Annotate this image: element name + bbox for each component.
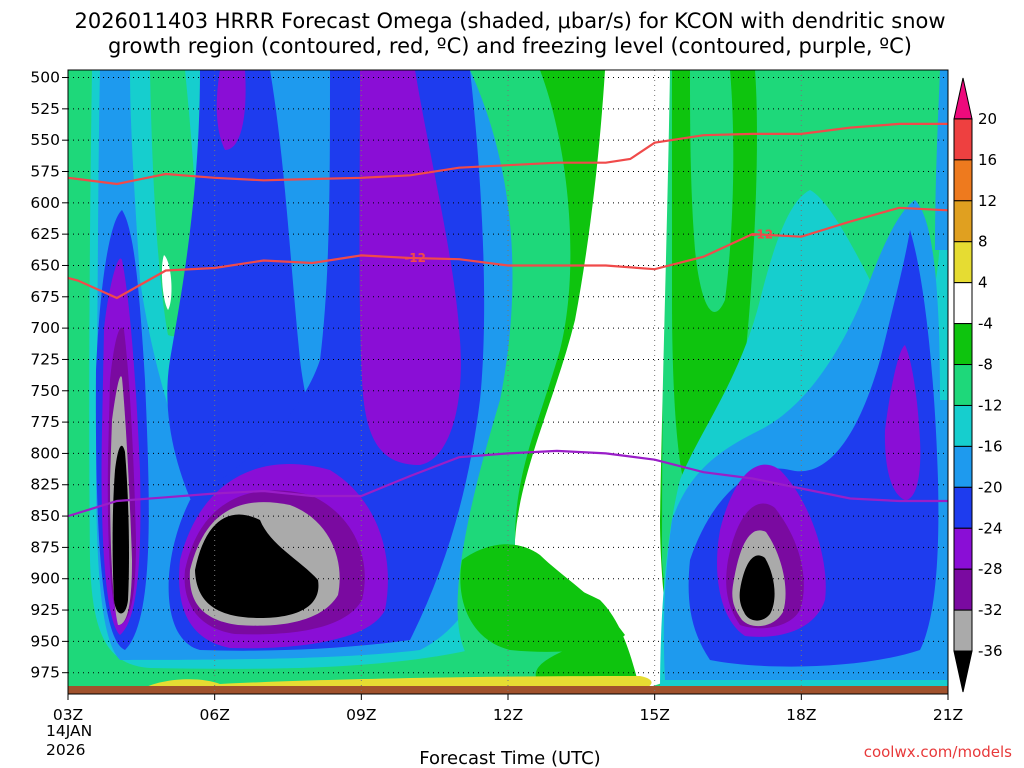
- x-tick-label: 15Z: [639, 706, 669, 724]
- colorbar-segment: [953, 445, 973, 488]
- colorbar-segment: [953, 404, 973, 447]
- omega-band-36-right: [739, 555, 775, 621]
- colorbar-segment: [953, 486, 973, 529]
- x-tick-label: 06Z: [199, 706, 229, 724]
- colorbar-segment: [953, 200, 973, 243]
- colorbar-segment: [953, 159, 973, 202]
- colorbar-segment: [953, 568, 973, 611]
- x-tick-label: 18Z: [786, 706, 816, 724]
- y-tick-label: 575: [30, 162, 60, 180]
- dgz-contour-label: -12: [404, 251, 426, 265]
- colorbar-label: 20: [978, 110, 997, 128]
- y-tick-label: 975: [30, 664, 60, 682]
- dgz-contours: -12 -12: [68, 122, 948, 300]
- y-tick-label: 850: [30, 507, 60, 525]
- colorbar-label: -32: [978, 601, 1003, 619]
- colorbar: 20 16 12 8 4 -4 -8 -12 -16 -20 -24 -28 -32 -36: [953, 77, 1003, 693]
- colorbar-segment: [953, 364, 973, 406]
- y-tick-label: 500: [30, 69, 60, 87]
- colorbar-segment: [953, 650, 973, 693]
- colorbar-label: -8: [978, 356, 993, 374]
- colorbar-segment: [953, 241, 973, 284]
- colorbar-label: -36: [978, 642, 1003, 660]
- x-tick-label: 09Z: [346, 706, 376, 724]
- colorbar-label: 4: [978, 274, 988, 292]
- colorbar-label: -20: [978, 478, 1003, 496]
- x-tick-label: 21Z: [933, 706, 963, 724]
- omega-band-36b: [195, 514, 319, 618]
- colorbar-label: -12: [978, 396, 1003, 414]
- colorbar-label: 12: [978, 192, 997, 210]
- colorbar-label: -4: [978, 315, 993, 333]
- colorbar-label: -28: [978, 560, 1003, 578]
- omega-hole-upper: [161, 255, 172, 310]
- freezing-level-line: [68, 449, 948, 518]
- omega-band-24a: [359, 70, 461, 465]
- omega-band-24b: [216, 70, 246, 150]
- dgz-contour-label: -12: [751, 228, 773, 242]
- colorbar-label: -24: [978, 519, 1003, 537]
- colorbar-segment: [953, 77, 973, 120]
- colorbar-label: -16: [978, 437, 1003, 455]
- y-tick-label: 825: [30, 476, 60, 494]
- freezing-level-contour: [68, 449, 948, 518]
- chart-title-line2: growth region (contoured, red, ºC) and f…: [108, 34, 912, 58]
- dgz-contour-line: [68, 122, 948, 186]
- y-tick-label: 725: [30, 350, 60, 368]
- x-tick-label: 03Z: [53, 706, 83, 724]
- y-tick-label: 775: [30, 413, 60, 431]
- omega-band-12-right: [690, 70, 734, 312]
- colorbar-segment: [953, 527, 973, 570]
- y-tick-label: 925: [30, 601, 60, 619]
- colorbar-segment: [953, 282, 973, 325]
- colorbar-label: 8: [978, 233, 988, 251]
- colorbar-segment: [953, 323, 973, 366]
- omega-band-8-lower: [460, 544, 625, 652]
- y-tick-label: 700: [30, 319, 60, 337]
- y-axis-ticks: 500 525 550 575 600 625 650 675 700 725 750 775 800 8…: [30, 69, 68, 682]
- omega-band-24-right-top: [935, 70, 948, 250]
- chart-title-line1: 2026011403 HRRR Forecast Omega (shaded, …: [74, 9, 945, 33]
- colorbar-label: 16: [978, 151, 997, 169]
- omega-dry-slot: [515, 70, 672, 690]
- y-tick-label: 650: [30, 256, 60, 274]
- omega-field: [68, 70, 948, 694]
- x-tick-label: 12Z: [493, 706, 523, 724]
- x-axis-ticks: 03Z 06Z 09Z 12Z 15Z 18Z 21Z: [53, 694, 963, 724]
- omega-band-28-right: [884, 345, 921, 500]
- y-tick-label: 800: [30, 444, 60, 462]
- x-axis-label: Forecast Time (UTC): [419, 748, 600, 768]
- dgz-contour-line: [68, 206, 948, 300]
- y-tick-label: 550: [30, 131, 60, 149]
- y-tick-label: 750: [30, 382, 60, 400]
- colorbar-segment: [953, 118, 973, 161]
- date-line2: 2026: [46, 741, 85, 759]
- y-tick-label: 525: [30, 100, 60, 118]
- y-tick-label: 950: [30, 632, 60, 650]
- date-line1: 14JAN: [46, 722, 92, 740]
- site-credit: coolwx.com/models: [864, 743, 1012, 761]
- y-tick-label: 625: [30, 225, 60, 243]
- omega-band-36a: [112, 445, 129, 614]
- y-tick-label: 900: [30, 570, 60, 588]
- y-tick-label: 875: [30, 538, 60, 556]
- y-tick-label: 675: [30, 288, 60, 306]
- y-tick-label: 600: [30, 194, 60, 212]
- colorbar-segment: [953, 609, 973, 652]
